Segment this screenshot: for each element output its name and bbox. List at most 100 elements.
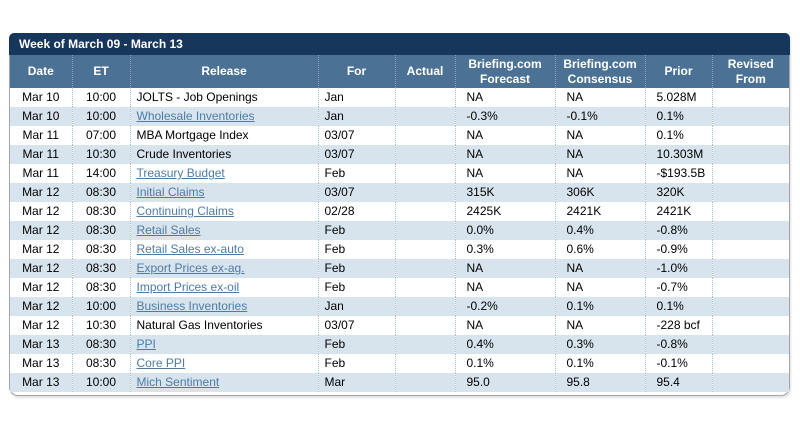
cell-et: 14:00	[71, 164, 130, 183]
cell-prior: -0.1%	[644, 354, 712, 373]
release-link[interactable]: PPI	[136, 337, 156, 351]
cell-for: Mar	[317, 373, 395, 392]
table-row: Mar 13 10:00 Mich Sentiment Mar 95.0 95.8 95.4	[10, 373, 789, 392]
cell-release: Retail Sales ex-auto	[129, 240, 318, 259]
table-row: Mar 13 08:30 PPI Feb 0.4% 0.3% -0.8%	[10, 335, 789, 354]
release-link[interactable]: Import Prices ex-oil	[136, 280, 240, 294]
cell-release: Mich Sentiment	[129, 373, 318, 392]
cell-consensus: 0.1%	[554, 297, 645, 316]
cell-date: Mar 11	[22, 147, 59, 161]
release-link[interactable]: Business Inventories	[136, 299, 248, 313]
cell-prior: -$193.5B	[644, 164, 712, 183]
cell-et: 10:30	[71, 145, 130, 164]
cell-revised	[711, 316, 789, 335]
cell-actual	[394, 126, 455, 145]
cell-actual	[394, 221, 455, 240]
week-title: Week of March 09 - March 13	[19, 37, 183, 51]
cell-consensus: NA	[554, 88, 645, 107]
cell-date: Mar 13	[22, 356, 60, 370]
cell-revised	[711, 145, 789, 164]
cell-actual	[394, 164, 455, 183]
cell-forecast: NA	[454, 164, 555, 183]
cell-actual	[394, 316, 455, 335]
header-row: Date ET Release For Actual Briefing.com …	[10, 55, 789, 88]
table-row: Mar 13 08:30 Core PPI Feb 0.1% 0.1% -0.1%	[10, 354, 789, 373]
cell-forecast: NA	[454, 145, 555, 164]
release-link[interactable]: Retail Sales	[136, 223, 201, 237]
table-row: Mar 12 08:30 Import Prices ex-oil Feb NA NA -0…	[10, 278, 789, 297]
cell-release: Core PPI	[129, 354, 318, 373]
cell-et: 10:00	[71, 107, 130, 126]
cell-revised	[711, 297, 789, 316]
cell-date: Mar 10	[22, 90, 60, 104]
cell-actual	[394, 240, 455, 259]
cell-date: Mar 12	[22, 318, 60, 332]
cell-et: 07:00	[71, 126, 130, 145]
cell-consensus: NA	[554, 126, 645, 145]
cell-consensus: -0.1%	[554, 107, 645, 126]
cell-forecast: NA	[454, 316, 555, 335]
cell-prior: -0.7%	[644, 278, 712, 297]
cell-revised	[711, 278, 789, 297]
cell-et: 08:30	[71, 202, 130, 221]
release-link[interactable]: Mich Sentiment	[136, 375, 220, 389]
table-row: Mar 10 10:00 Wholesale Inventories Jan -0.3%…	[10, 107, 789, 126]
table-row: Mar 12 08:30 Initial Claims 03/07 315K 306K 32…	[10, 183, 789, 202]
release-link[interactable]: Export Prices ex-ag.	[136, 261, 245, 275]
cell-consensus: 2421K	[554, 202, 645, 221]
cell-forecast: -0.3%	[454, 107, 555, 126]
cell-revised	[711, 164, 789, 183]
cell-revised	[711, 107, 789, 126]
release-link[interactable]: Continuing Claims	[136, 204, 234, 218]
cell-actual	[394, 183, 455, 202]
cell-forecast: 0.3%	[454, 240, 555, 259]
cell-forecast: -0.2%	[454, 297, 555, 316]
cell-for: Jan	[317, 297, 395, 316]
cell-consensus: 95.8	[554, 373, 645, 392]
release-link[interactable]: Wholesale Inventories	[136, 109, 255, 123]
cell-prior: -0.8%	[644, 221, 712, 240]
cell-for: Feb	[317, 278, 395, 297]
cell-revised	[711, 183, 789, 202]
col-header-et: ET	[71, 55, 130, 88]
cell-revised	[711, 221, 789, 240]
release-link[interactable]: Treasury Budget	[136, 166, 225, 180]
release-link[interactable]: Retail Sales ex-auto	[136, 242, 244, 256]
cell-actual	[394, 278, 455, 297]
cell-release: Export Prices ex-ag.	[129, 259, 318, 278]
table-row: Mar 12 08:30 Continuing Claims 02/28 2425K 24…	[10, 202, 789, 221]
cell-release: Initial Claims	[129, 183, 318, 202]
cell-et: 08:30	[71, 354, 130, 373]
cell-et: 08:30	[71, 259, 130, 278]
cell-revised	[711, 240, 789, 259]
release-link[interactable]: Initial Claims	[136, 185, 205, 199]
cell-date: Mar 10	[22, 109, 60, 123]
cell-release: Import Prices ex-oil	[129, 278, 318, 297]
cell-for: Feb	[317, 354, 395, 373]
cell-consensus: NA	[554, 145, 645, 164]
cell-for: Feb	[317, 259, 395, 278]
cell-consensus: 0.4%	[554, 221, 645, 240]
release-link[interactable]: Core PPI	[136, 356, 186, 370]
cell-date: Mar 12	[22, 299, 60, 313]
cell-consensus: 0.6%	[554, 240, 645, 259]
cell-revised	[711, 126, 789, 145]
cell-for: Feb	[317, 221, 395, 240]
col-header-revised: Revised From	[711, 55, 789, 88]
cell-for: Feb	[317, 240, 395, 259]
cell-release: Business Inventories	[129, 297, 318, 316]
cell-date: Mar 12	[22, 223, 60, 237]
cell-prior: -228 bcf	[644, 316, 712, 335]
cell-date: Mar 11	[22, 128, 59, 142]
cell-actual	[394, 88, 455, 107]
cell-date: Mar 12	[22, 185, 60, 199]
col-header-prior: Prior	[644, 55, 712, 88]
cell-et: 08:30	[71, 240, 130, 259]
cell-forecast: 0.1%	[454, 354, 555, 373]
cell-for: 03/07	[317, 316, 395, 335]
cell-date: Mar 13	[22, 375, 60, 389]
cell-consensus: 306K	[554, 183, 645, 202]
cell-et: 10:00	[71, 88, 130, 107]
economic-calendar-panel: Week of March 09 - March 13 Date ET Rele…	[9, 33, 790, 396]
table-row: Mar 12 10:00 Business Inventories Jan -0.2% 0…	[10, 297, 789, 316]
